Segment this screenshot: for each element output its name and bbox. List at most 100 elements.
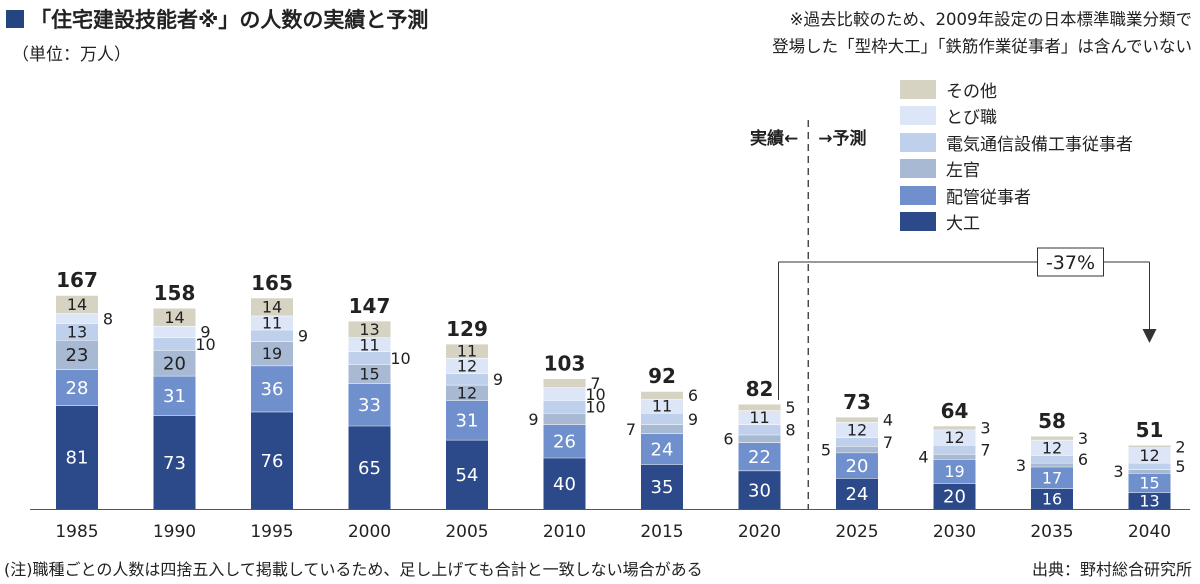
total-label: 58: [1038, 409, 1066, 433]
legend-label: その他: [946, 81, 997, 102]
segment-value-label: 31: [163, 386, 186, 407]
annotation-box: [1037, 247, 1104, 277]
segment-value-label: 33: [358, 395, 381, 416]
bar-segment: [738, 470, 781, 509]
segment-value-label: 12: [457, 356, 477, 375]
bar-segment: [641, 424, 683, 434]
total-label: 82: [746, 377, 774, 401]
bar-segment: [1031, 488, 1073, 509]
bar-segment: [153, 375, 196, 416]
segment-value-label: 14: [164, 308, 184, 327]
bar-segment: [738, 424, 781, 435]
segment-value-label: 4: [918, 448, 928, 467]
bar-segment: [348, 320, 391, 338]
segment-value-label: 76: [261, 451, 284, 472]
total-label: 64: [941, 399, 969, 423]
bar-segment: [836, 452, 878, 479]
segment-value-label: 13: [1139, 491, 1159, 510]
total-label: 51: [1136, 418, 1164, 442]
segment-value-label: 6: [723, 430, 733, 449]
bar-segment: [446, 357, 488, 374]
bar-segment: [933, 445, 976, 454]
legend-label: とび職: [946, 108, 997, 129]
segment-value-label: 12: [457, 383, 477, 402]
bar-segment: [1128, 462, 1171, 470]
segment-value-label: 8: [103, 309, 113, 328]
bar-segment: [153, 350, 196, 376]
bar-segment: [348, 364, 391, 384]
segment-value-label: 2: [1175, 437, 1185, 456]
segment-value-label: 17: [1042, 468, 1062, 487]
segment-value-label: 20: [943, 487, 966, 508]
segment-value-label: 11: [457, 342, 477, 361]
bar-segment: [543, 457, 586, 509]
x-tick-label: 1990: [153, 522, 196, 542]
segment-value-label: 23: [66, 345, 89, 366]
bar-segment: [738, 404, 781, 411]
total-label: 92: [648, 364, 676, 388]
bar-segment: [446, 400, 488, 440]
bar-segment: [446, 373, 488, 385]
segment-value-label: 22: [748, 447, 771, 468]
segment-value-label: 7: [883, 433, 893, 452]
legend-swatch: [900, 79, 936, 99]
total-label: 147: [349, 294, 391, 318]
unit-label: （単位：万人）: [12, 45, 131, 65]
segment-value-label: 11: [359, 335, 379, 354]
segment-value-label: 5: [821, 440, 831, 459]
segment-value-label: 20: [846, 456, 869, 477]
bar-segment: [348, 337, 391, 352]
bar-segment: [251, 341, 293, 366]
bar-segment: [56, 369, 98, 406]
segment-value-label: 11: [749, 408, 769, 427]
x-tick-label: 2040: [1128, 522, 1171, 542]
segment-value-label: 26: [553, 432, 576, 453]
x-tick-label: 2035: [1030, 522, 1073, 542]
segment-value-label: 6: [1078, 450, 1088, 469]
segment-value-label: 7: [626, 420, 636, 439]
bar-segment: [251, 365, 293, 412]
legend-label: 電気通信設備工事従事者: [946, 134, 1133, 155]
legend-label: 左官: [946, 161, 980, 182]
total-label: 167: [56, 268, 98, 292]
bar-segment: [251, 297, 293, 316]
legend-item: 大工: [900, 209, 1133, 236]
segment-value-label: 24: [651, 439, 674, 460]
segment-value-label: 12: [944, 428, 964, 447]
bar-segment: [1031, 436, 1073, 440]
bar-segment: [1031, 439, 1073, 456]
bar-segment: [1128, 469, 1171, 474]
bar-segment: [641, 433, 683, 465]
segment-value-label: 81: [66, 448, 89, 469]
annotation-arrowhead: [1142, 329, 1157, 343]
bar-segment: [153, 415, 196, 509]
total-label: 103: [544, 351, 586, 375]
segment-value-label: 12: [1139, 446, 1159, 465]
bar-segment: [153, 337, 196, 351]
x-tick-label: 2010: [543, 522, 586, 542]
bar-segment: [641, 398, 683, 413]
legend-swatch: [900, 185, 936, 205]
x-tick-label: 2005: [445, 522, 488, 542]
bar-segment: [153, 308, 196, 326]
total-label: 129: [446, 317, 488, 341]
bar-segment: [836, 421, 878, 438]
segment-value-label: 7: [590, 374, 600, 393]
bar-segment: [836, 478, 878, 509]
bar-segment: [543, 424, 586, 458]
segment-value-label: 19: [944, 462, 964, 481]
segment-value-label: 9: [298, 327, 308, 346]
annotation-label: -37%: [1046, 252, 1095, 274]
total-label: 73: [843, 390, 871, 414]
legend-swatch: [900, 106, 936, 126]
segment-value-label: 40: [553, 474, 576, 495]
source-label: 出典：野村総合研究所: [1031, 560, 1192, 579]
segment-value-label: 8: [785, 421, 795, 440]
title-row: 「住宅建設技能者※」の人数の実績と予測: [6, 4, 428, 34]
bar-segment: [1031, 466, 1073, 489]
title-square-icon: [6, 10, 24, 28]
bar-segment: [738, 410, 781, 425]
segment-value-label: 10: [585, 398, 605, 417]
bar-segment: [836, 446, 878, 453]
segment-value-label: 20: [163, 354, 186, 375]
